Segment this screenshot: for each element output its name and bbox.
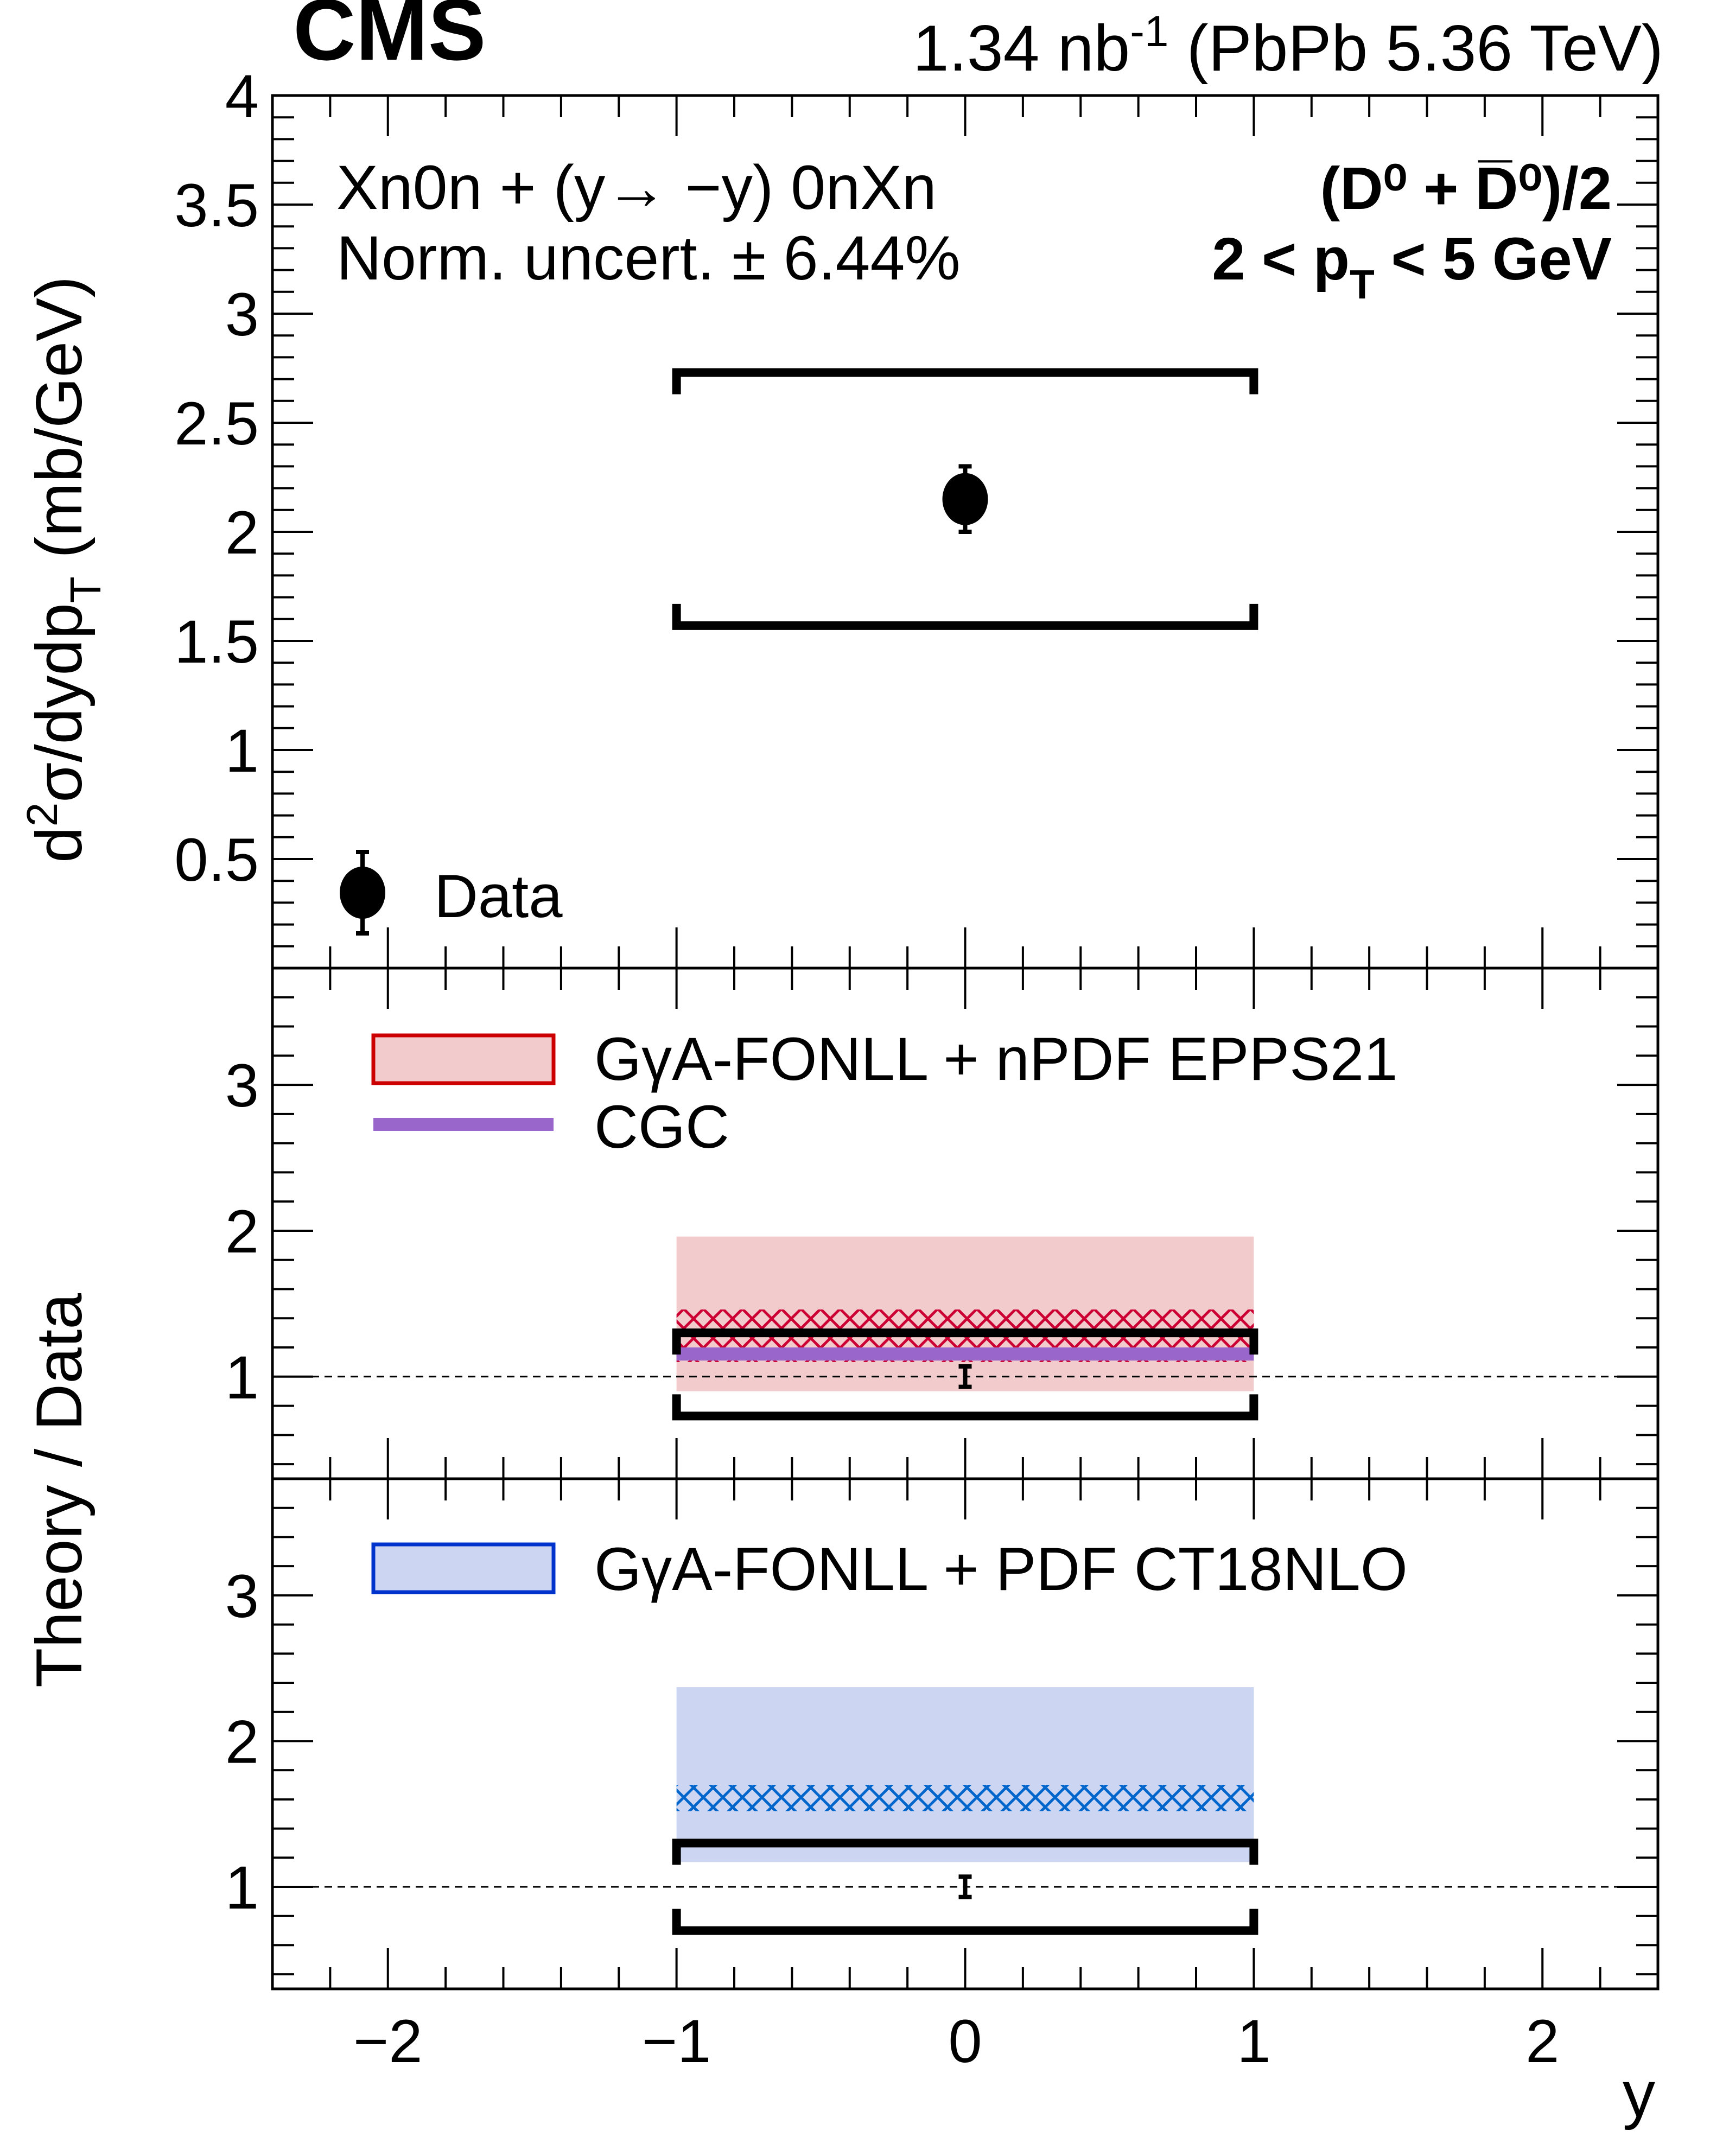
- y-tick-label: 0.5: [174, 826, 259, 894]
- y-tick-label: 3: [225, 1562, 259, 1630]
- y-tick-label: 1: [225, 1344, 259, 1411]
- y-tick-label: 4: [225, 62, 259, 130]
- y-tick-label: 1.5: [174, 608, 259, 676]
- y-tick-label: 2: [225, 499, 259, 567]
- legend-label-ct18nlo: GγA-FONLL + PDF CT18NLO: [594, 1535, 1408, 1603]
- x-axis-title: y: [1623, 2058, 1655, 2130]
- legend-swatch-cgc: [373, 1118, 554, 1131]
- cgc-band: [676, 1347, 1254, 1361]
- y-tick-label: 1: [225, 717, 259, 785]
- x-tick-label: −1: [642, 2007, 711, 2075]
- syst-bracket-lower: [672, 603, 1258, 630]
- x-tick-label: 1: [1237, 2007, 1270, 2075]
- x-tick-label: 0: [948, 2007, 982, 2075]
- cms-label: CMS: [293, 0, 486, 78]
- stat-error-bar: [958, 1364, 972, 1389]
- syst-bracket-lower: [672, 1394, 1258, 1421]
- particle-label: (D⁰ + D̅⁰)/2: [1320, 155, 1612, 222]
- legend-swatch-ct18nlo: [371, 1542, 556, 1594]
- y-tick-label: 3: [225, 281, 259, 348]
- y-tick-label: 2.5: [174, 390, 259, 457]
- norm-uncert-label: Norm. uncert. ± 6.44%: [336, 224, 961, 293]
- y-axis-title-top: d2σ/dydpT (mb/GeV): [18, 276, 110, 863]
- legend-label-cgc: CGC: [594, 1093, 729, 1161]
- theory-hatched-band: [676, 1785, 1254, 1811]
- syst-bracket-upper: [672, 368, 1258, 395]
- pt-range-label: 2 < pT < 5 GeV: [1212, 226, 1612, 307]
- stat-error-bar: [958, 1874, 972, 1899]
- x-tick-label: −2: [353, 2007, 423, 2075]
- selection-label: Xn0n + (y→ −y) 0nXn: [336, 153, 937, 222]
- legend-label-data: Data: [434, 862, 563, 930]
- x-tick-label: 2: [1525, 2007, 1559, 2075]
- y-axis-title-ratio: Theory / Data: [23, 1293, 96, 1688]
- y-tick-label: 1: [225, 1854, 259, 1922]
- legend-swatch-epps21: [371, 1033, 556, 1085]
- y-tick-label: 3: [225, 1052, 259, 1120]
- data-point: [942, 473, 988, 525]
- theory-band: [676, 1687, 1254, 1862]
- legend-data-marker: [340, 850, 385, 936]
- syst-bracket-upper: [672, 1328, 1258, 1355]
- y-tick-label: 2: [225, 1708, 259, 1776]
- lumi-label: 1.34 nb-1 (PbPb 5.36 TeV): [913, 7, 1663, 85]
- y-tick-label: 2: [225, 1198, 259, 1265]
- syst-bracket-upper: [672, 1839, 1258, 1865]
- syst-bracket-lower: [672, 1909, 1258, 1935]
- y-tick-label: 3.5: [174, 171, 259, 239]
- legend-data-errorbar: [356, 850, 369, 936]
- legend-label-epps21: GγA-FONLL + nPDF EPPS21: [594, 1025, 1397, 1093]
